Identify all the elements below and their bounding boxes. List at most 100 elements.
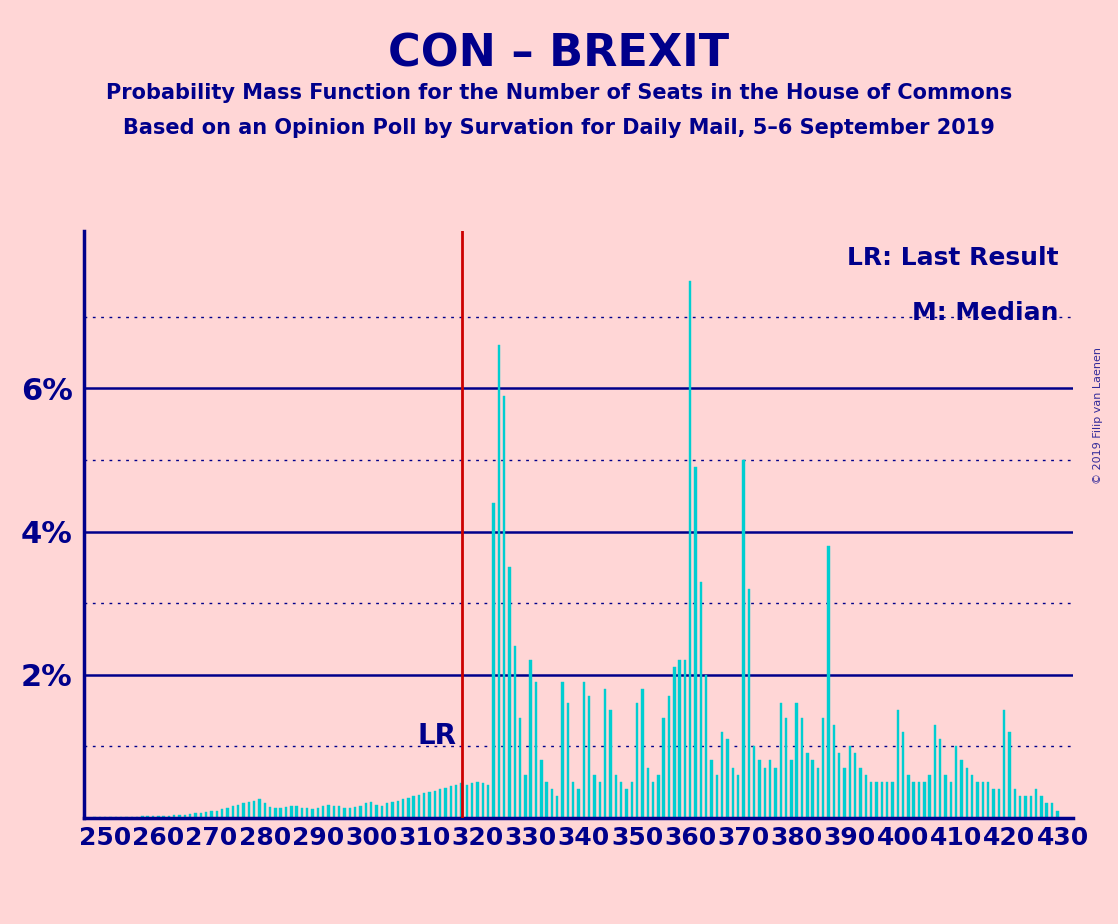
Bar	[370, 802, 372, 818]
Bar	[439, 789, 442, 818]
Bar	[838, 753, 841, 818]
Bar	[349, 808, 351, 818]
Bar	[727, 739, 729, 818]
Bar	[434, 791, 436, 818]
Bar	[779, 703, 781, 818]
Bar	[710, 760, 713, 818]
Text: M: Median: M: Median	[912, 301, 1059, 325]
Bar	[364, 804, 367, 818]
Bar	[231, 807, 234, 818]
Text: Based on an Opinion Poll by Survation for Daily Mail, 5–6 September 2019: Based on an Opinion Poll by Survation fo…	[123, 118, 995, 139]
Bar	[1035, 789, 1038, 818]
Bar	[885, 782, 889, 818]
Bar	[785, 718, 787, 818]
Bar	[700, 581, 702, 818]
Bar	[492, 503, 494, 818]
Bar	[295, 807, 297, 818]
Bar	[195, 813, 197, 818]
Bar	[312, 809, 314, 818]
Bar	[343, 808, 345, 818]
Bar	[179, 815, 181, 818]
Bar	[636, 703, 638, 818]
Bar	[280, 808, 282, 818]
Bar	[274, 808, 276, 818]
Bar	[461, 784, 463, 818]
Bar	[625, 789, 627, 818]
Bar	[966, 768, 968, 818]
Text: LR: Last Result: LR: Last Result	[846, 246, 1059, 270]
Bar	[588, 696, 590, 818]
Bar	[482, 784, 484, 818]
Bar	[1018, 796, 1021, 818]
Bar	[264, 804, 266, 818]
Bar	[631, 782, 633, 818]
Bar	[428, 792, 430, 818]
Bar	[162, 816, 164, 818]
Bar	[226, 808, 229, 818]
Bar	[524, 775, 527, 818]
Bar	[268, 807, 272, 818]
Bar	[928, 775, 931, 818]
Bar	[860, 768, 862, 818]
Bar	[1003, 711, 1005, 818]
Bar	[907, 775, 910, 818]
Bar	[333, 806, 335, 818]
Bar	[519, 718, 521, 818]
Bar	[972, 775, 974, 818]
Bar	[306, 808, 309, 818]
Bar	[705, 675, 708, 818]
Bar	[993, 789, 995, 818]
Bar	[200, 813, 202, 818]
Bar	[237, 805, 239, 818]
Bar	[380, 807, 383, 818]
Bar	[141, 816, 143, 818]
Bar	[684, 661, 686, 818]
Bar	[694, 468, 697, 818]
Bar	[652, 782, 654, 818]
Bar	[731, 768, 735, 818]
Bar	[646, 768, 648, 818]
Bar	[540, 760, 542, 818]
Bar	[854, 753, 856, 818]
Bar	[594, 775, 596, 818]
Bar	[1008, 732, 1011, 818]
Bar	[407, 797, 409, 818]
Bar	[769, 760, 771, 818]
Bar	[642, 689, 644, 818]
Bar	[912, 782, 915, 818]
Bar	[918, 782, 920, 818]
Bar	[891, 782, 893, 818]
Bar	[843, 768, 845, 818]
Bar	[131, 817, 133, 818]
Bar	[1045, 804, 1048, 818]
Text: CON – BREXIT: CON – BREXIT	[388, 32, 730, 76]
Bar	[657, 775, 660, 818]
Bar	[1057, 810, 1059, 818]
Bar	[752, 747, 756, 818]
Bar	[758, 760, 760, 818]
Bar	[667, 696, 670, 818]
Bar	[136, 817, 139, 818]
Bar	[748, 589, 750, 818]
Bar	[1014, 789, 1016, 818]
Bar	[418, 795, 420, 818]
Bar	[567, 703, 569, 818]
Bar	[849, 747, 851, 818]
Bar	[509, 567, 511, 818]
Bar	[328, 805, 330, 818]
Bar	[534, 682, 538, 818]
Bar	[976, 782, 978, 818]
Bar	[902, 732, 904, 818]
Bar	[598, 782, 601, 818]
Text: LR: LR	[417, 722, 456, 749]
Bar	[934, 724, 936, 818]
Bar	[183, 815, 186, 818]
Bar	[875, 782, 878, 818]
Bar	[790, 760, 793, 818]
Bar	[322, 807, 324, 818]
Bar	[577, 789, 580, 818]
Bar	[955, 747, 957, 818]
Bar	[401, 799, 405, 818]
Bar	[619, 782, 623, 818]
Bar	[285, 807, 287, 818]
